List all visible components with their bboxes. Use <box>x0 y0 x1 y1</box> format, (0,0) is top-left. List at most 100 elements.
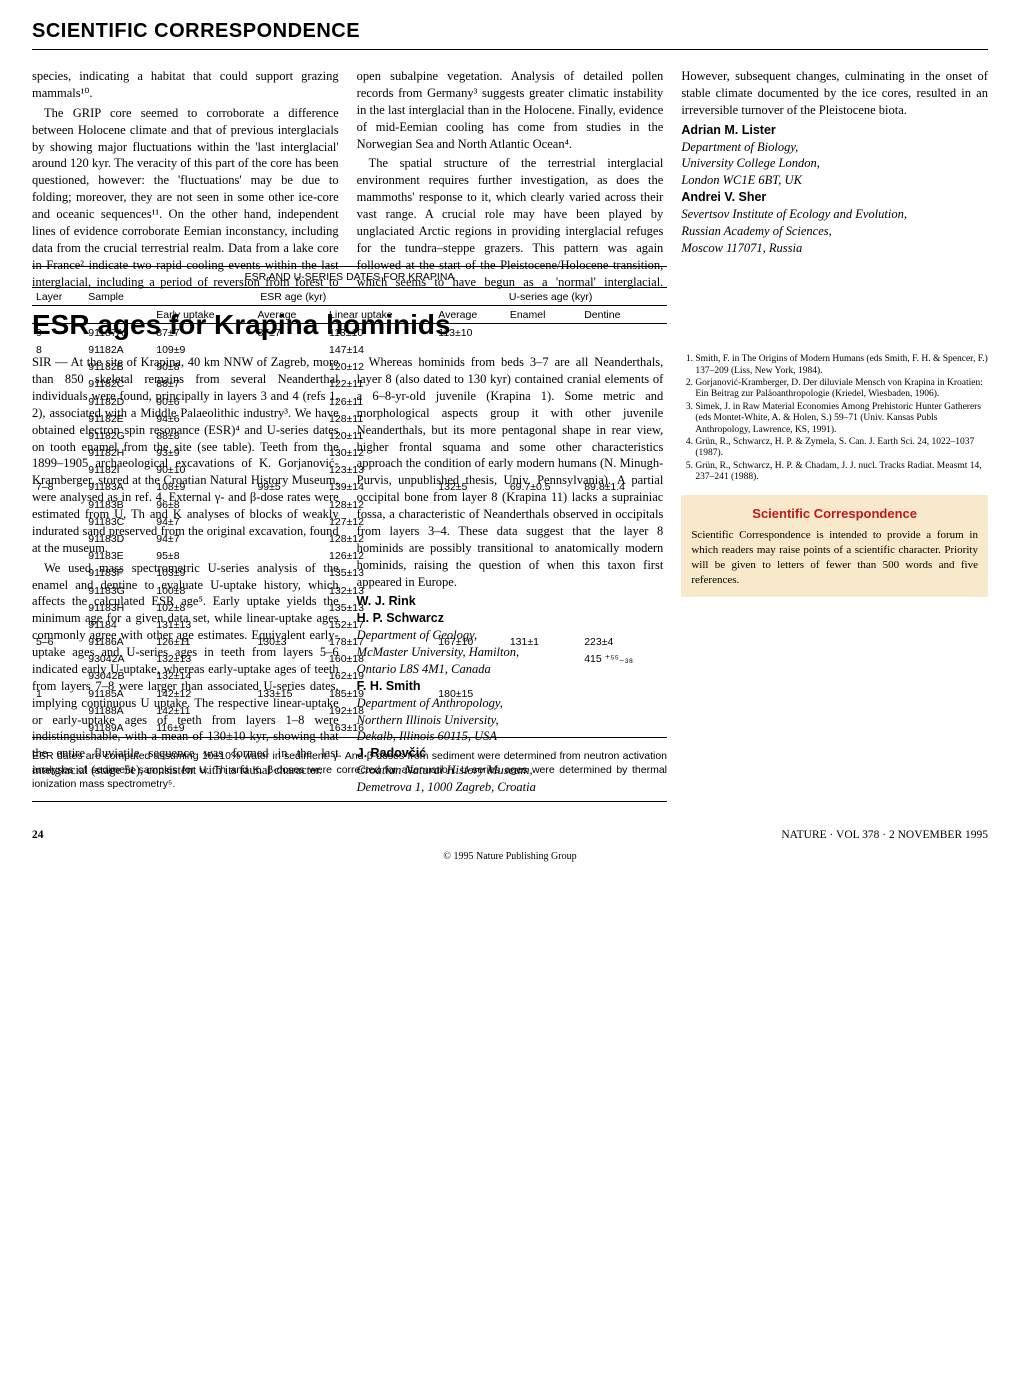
table-cell <box>32 462 84 479</box>
table-cell: 180±15 <box>434 685 506 702</box>
table-cell: 90±6 <box>152 393 253 410</box>
table-cell: 109±9 <box>152 342 253 359</box>
table-cell <box>506 427 580 444</box>
table-cell: 91184 <box>84 616 152 633</box>
table-cell <box>506 342 580 359</box>
table-cell <box>580 565 667 582</box>
table-cell: 93042A <box>84 651 152 668</box>
table-cell: 7–8 <box>32 479 84 496</box>
table-cell <box>434 719 506 736</box>
table-cell: 90±8 <box>152 359 253 376</box>
a1-author1-name: Adrian M. Lister <box>681 122 988 139</box>
table-cell <box>506 393 580 410</box>
th-layer: Layer <box>32 288 84 306</box>
th-esr: ESR age (kyr) <box>152 288 434 306</box>
table-cell: 9 <box>32 324 84 342</box>
table-cell <box>253 565 325 582</box>
table-cell <box>32 376 84 393</box>
table-cell <box>506 616 580 633</box>
page-footer: 24 NATURE · VOL 378 · 2 NOVEMBER 1995 <box>32 828 988 844</box>
table-cell: 131±1 <box>506 634 580 651</box>
table-cell: 87±7 <box>152 324 253 342</box>
table-cell: 223±4 <box>580 634 667 651</box>
table-cell <box>434 462 506 479</box>
table-cell: 152±17 <box>325 616 434 633</box>
table-cell: 126±12 <box>325 548 434 565</box>
table-cell <box>32 616 84 633</box>
table-cell: 1 <box>32 685 84 702</box>
table-cell: 132±13 <box>152 651 253 668</box>
table-cell <box>580 427 667 444</box>
table-cell: 128±12 <box>325 531 434 548</box>
table-cell <box>506 513 580 530</box>
table-cell <box>580 410 667 427</box>
table-cell: 132±14 <box>152 668 253 685</box>
table-cell <box>434 616 506 633</box>
table-cell: 162±19 <box>325 668 434 685</box>
table-cell: 167±10 <box>434 634 506 651</box>
table-cell: 93042B <box>84 668 152 685</box>
table-cell <box>580 531 667 548</box>
table-cell <box>253 462 325 479</box>
table-cell <box>253 616 325 633</box>
table-cell <box>253 702 325 719</box>
table-cell <box>32 548 84 565</box>
table-cell: 91182I <box>84 462 152 479</box>
table-cell: 100±8 <box>152 582 253 599</box>
table-row: 891182A109±9147±14 <box>32 342 667 359</box>
table-cell <box>580 359 667 376</box>
table-cell <box>580 496 667 513</box>
table-cell <box>32 496 84 513</box>
tbl-caption: ESR dates are computed assuming 10±10% w… <box>32 744 667 803</box>
table-cell <box>506 462 580 479</box>
table-cell <box>32 513 84 530</box>
table-row: 93042A132±13160±18415 ⁺⁵⁵₋₃₈ <box>32 651 667 668</box>
table-cell: 126±11 <box>325 393 434 410</box>
table-cell <box>32 359 84 376</box>
table-cell: 91183H <box>84 599 152 616</box>
table-cell: 91188A <box>84 702 152 719</box>
table-cell: 91187A <box>84 324 152 342</box>
table-cell: 91186A <box>84 634 152 651</box>
table-cell: 91182B <box>84 359 152 376</box>
table-cell: 108±9 <box>152 479 253 496</box>
table-row: 91183G100±8132±13 <box>32 582 667 599</box>
th-lin: Linear uptake <box>325 306 434 324</box>
th-useries: U-series age (kyr) <box>434 288 667 306</box>
section-header: SCIENTIFIC CORRESPONDENCE <box>32 18 988 50</box>
table-row: 191185A142±12133±15185±19180±15 <box>32 685 667 702</box>
table-row: 91183F103±9135±13 <box>32 565 667 582</box>
table-cell <box>580 342 667 359</box>
table-row: 991187A87±787±7113±10113±10 <box>32 324 667 342</box>
table-cell: 123±13 <box>325 462 434 479</box>
table-cell: 93±9 <box>152 445 253 462</box>
table-cell <box>434 548 506 565</box>
table-cell <box>253 427 325 444</box>
th-en: Enamel <box>506 306 580 324</box>
table-row: 91183C94±7127±12 <box>32 513 667 530</box>
table-cell <box>506 445 580 462</box>
table-cell: 88±8 <box>152 427 253 444</box>
table-cell <box>253 445 325 462</box>
a1-p1: species, indicating a habitat that could… <box>32 68 339 102</box>
table-cell <box>580 668 667 685</box>
table-cell <box>580 719 667 736</box>
th-avg2: Average <box>434 306 506 324</box>
table-cell <box>434 513 506 530</box>
tbl-title: ESR AND U-SERIES DATES FOR KRAPINA <box>32 267 667 288</box>
table-cell <box>580 582 667 599</box>
table-cell: 127±12 <box>325 513 434 530</box>
table-cell <box>32 427 84 444</box>
table-cell: 94±6 <box>152 410 253 427</box>
table-cell: 113±10 <box>325 324 434 342</box>
table-cell: 91185A <box>84 685 152 702</box>
table-cell: 91182E <box>84 410 152 427</box>
footer-source: NATURE · VOL 378 · 2 NOVEMBER 1995 <box>781 828 988 844</box>
table-cell <box>580 462 667 479</box>
table-cell: 147±14 <box>325 342 434 359</box>
table-cell <box>434 376 506 393</box>
table-cell: 130±3 <box>253 634 325 651</box>
table-cell <box>506 548 580 565</box>
table-cell <box>506 376 580 393</box>
table-cell <box>434 342 506 359</box>
